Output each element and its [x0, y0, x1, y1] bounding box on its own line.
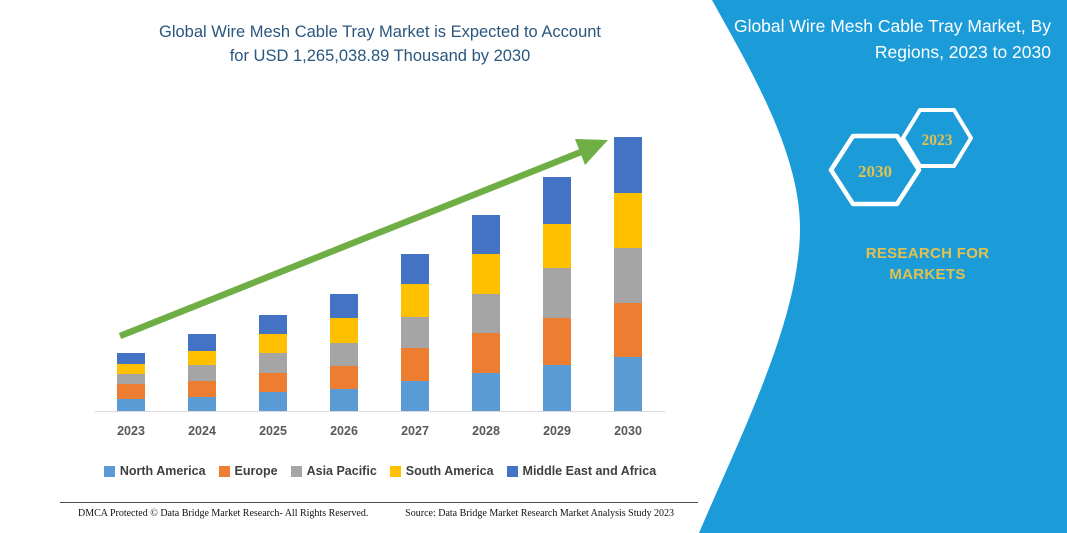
x-axis-label: 2030 — [614, 424, 642, 438]
hexagon-2023-label: 2023 — [922, 132, 953, 149]
bar-segment — [472, 332, 500, 374]
legend-item: Middle East and Africa — [506, 464, 657, 478]
bar-segment — [117, 384, 145, 400]
bar-segment — [543, 317, 571, 365]
bar-2024 — [188, 334, 216, 411]
bar-segment — [614, 356, 642, 411]
legend: North America Europe Asia Pacific South Ame… — [85, 464, 675, 478]
bar-segment — [117, 374, 145, 385]
bar-segment — [330, 343, 358, 367]
bar-segment — [117, 399, 145, 411]
legend-item: Asia Pacific — [290, 464, 377, 478]
footer: DMCA Protected © Data Bridge Market Rese… — [60, 502, 698, 519]
bar-segment — [472, 294, 500, 333]
bar-segment — [543, 365, 571, 411]
bar-segment — [330, 318, 358, 344]
bar-segment — [259, 334, 287, 354]
x-axis-label: 2025 — [259, 424, 287, 438]
x-axis-label: 2024 — [188, 424, 216, 438]
bar-segment — [401, 284, 429, 317]
bar-segment — [614, 302, 642, 357]
bar-segment — [614, 247, 642, 303]
page-title: Global Wire Mesh Cable Tray Market is Ex… — [85, 21, 675, 69]
side-panel-title-line1: Global Wire Mesh Cable Tray Market, By — [733, 16, 1051, 36]
legend-item: South America — [389, 464, 494, 478]
bar-segment — [330, 389, 358, 411]
bar-segment — [401, 380, 429, 411]
x-axis-label: 2027 — [401, 424, 429, 438]
bar-2025 — [259, 315, 287, 411]
legend-swatch — [506, 465, 518, 477]
side-panel-title: Global Wire Mesh Cable Tray Market, By R… — [706, 13, 1051, 66]
bar-2026 — [330, 294, 358, 411]
legend-swatch — [103, 465, 115, 477]
bar-segment — [259, 392, 287, 411]
bar-segment — [472, 254, 500, 295]
bar-segment — [330, 366, 358, 390]
bar-segment — [401, 254, 429, 285]
bar-segment — [259, 353, 287, 374]
bar-segment — [543, 224, 571, 269]
bar-2028 — [472, 215, 500, 411]
legend-item: Europe — [218, 464, 278, 478]
legend-swatch — [389, 465, 401, 477]
footer-source: Source: Data Bridge Market Research Mark… — [405, 508, 674, 519]
x-axis-label: 2029 — [543, 424, 571, 438]
x-axis-label: 2026 — [330, 424, 358, 438]
bar-segment — [188, 365, 216, 381]
legend-label: South America — [405, 464, 494, 478]
bar-segment — [117, 352, 145, 365]
bar-2027 — [401, 254, 429, 411]
bar-segment — [543, 176, 571, 225]
bar-segment — [259, 315, 287, 335]
bar-segment — [472, 373, 500, 411]
bar-segment — [117, 364, 145, 375]
bar-segment — [188, 334, 216, 351]
bar-segment — [614, 136, 642, 193]
bar-segment — [472, 215, 500, 255]
legend-label: Asia Pacific — [306, 464, 377, 478]
x-axis-label: 2023 — [117, 424, 145, 438]
bar-segment — [543, 268, 571, 318]
legend-item: North America — [103, 464, 206, 478]
legend-swatch — [290, 465, 302, 477]
bar-segment — [401, 348, 429, 381]
side-panel-title-line2: Regions, 2023 to 2030 — [874, 42, 1051, 63]
legend-swatch — [218, 465, 230, 477]
bar-segment — [188, 350, 216, 366]
hexagon-2030-icon — [828, 133, 922, 207]
bar-segment — [330, 294, 358, 319]
plot-area — [95, 131, 665, 412]
side-panel-shape — [699, 0, 1067, 533]
legend-label: Europe — [234, 464, 278, 478]
brand-text: RESEARCH FOR MARKETS — [865, 245, 990, 283]
footer-copyright: DMCA Protected © Data Bridge Market Rese… — [78, 508, 369, 519]
bar-segment — [188, 396, 216, 411]
bar-segment — [188, 380, 216, 397]
bar-segment — [614, 192, 642, 248]
bar-segment — [401, 316, 429, 349]
x-axis-label: 2028 — [472, 424, 500, 438]
page-title-line1: Global Wire Mesh Cable Tray Market is Ex… — [158, 23, 602, 41]
x-axis-labels: 2023 2024 2025 2026 2027 2028 2029 2030 — [95, 424, 665, 442]
legend-label: Middle East and Africa — [522, 464, 657, 478]
hexagon-2030-label: 2030 — [858, 162, 892, 181]
legend-label: North America — [119, 464, 206, 478]
bar-2029 — [543, 176, 571, 411]
hexagon-2023-icon — [901, 108, 973, 168]
bar-segment — [259, 373, 287, 393]
bar-2023 — [117, 352, 145, 411]
page-title-line2: for USD 1,265,038.89 Thousand by 2030 — [229, 46, 531, 65]
bar-2030 — [614, 136, 642, 411]
